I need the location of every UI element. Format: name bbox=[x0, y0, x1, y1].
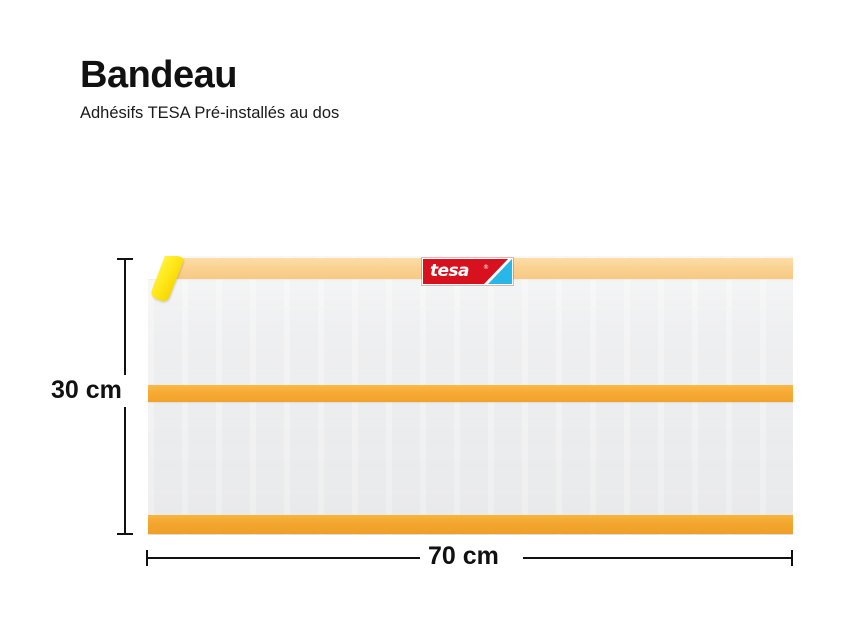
width-dimension-line-left bbox=[146, 557, 420, 559]
height-dimension-label: 30 cm bbox=[45, 375, 128, 407]
width-dimension-label: 70 cm bbox=[424, 541, 503, 571]
width-dimension-line-right bbox=[523, 557, 793, 559]
bandeau-product-panel: tesa ® bbox=[148, 256, 793, 535]
tesa-flag-icon bbox=[484, 259, 512, 284]
tesa-wordmark: tesa bbox=[430, 260, 469, 281]
page-subtitle: Adhésifs TESA Pré-installés au dos bbox=[80, 103, 340, 122]
width-dimension-cap-right bbox=[791, 550, 793, 566]
tesa-logo: tesa ® bbox=[422, 258, 513, 285]
registered-trademark-icon: ® bbox=[483, 264, 489, 271]
header-block: Bandeau Adhésifs TESA Pré-installés au d… bbox=[80, 54, 720, 123]
adhesive-strip-bottom bbox=[148, 515, 793, 534]
width-dimension-cap-left bbox=[146, 550, 148, 566]
page-title: Bandeau bbox=[80, 54, 237, 96]
height-dimension-cap-top bbox=[117, 258, 133, 260]
adhesive-strip-middle bbox=[148, 385, 793, 402]
height-dimension-cap-bottom bbox=[117, 533, 133, 535]
